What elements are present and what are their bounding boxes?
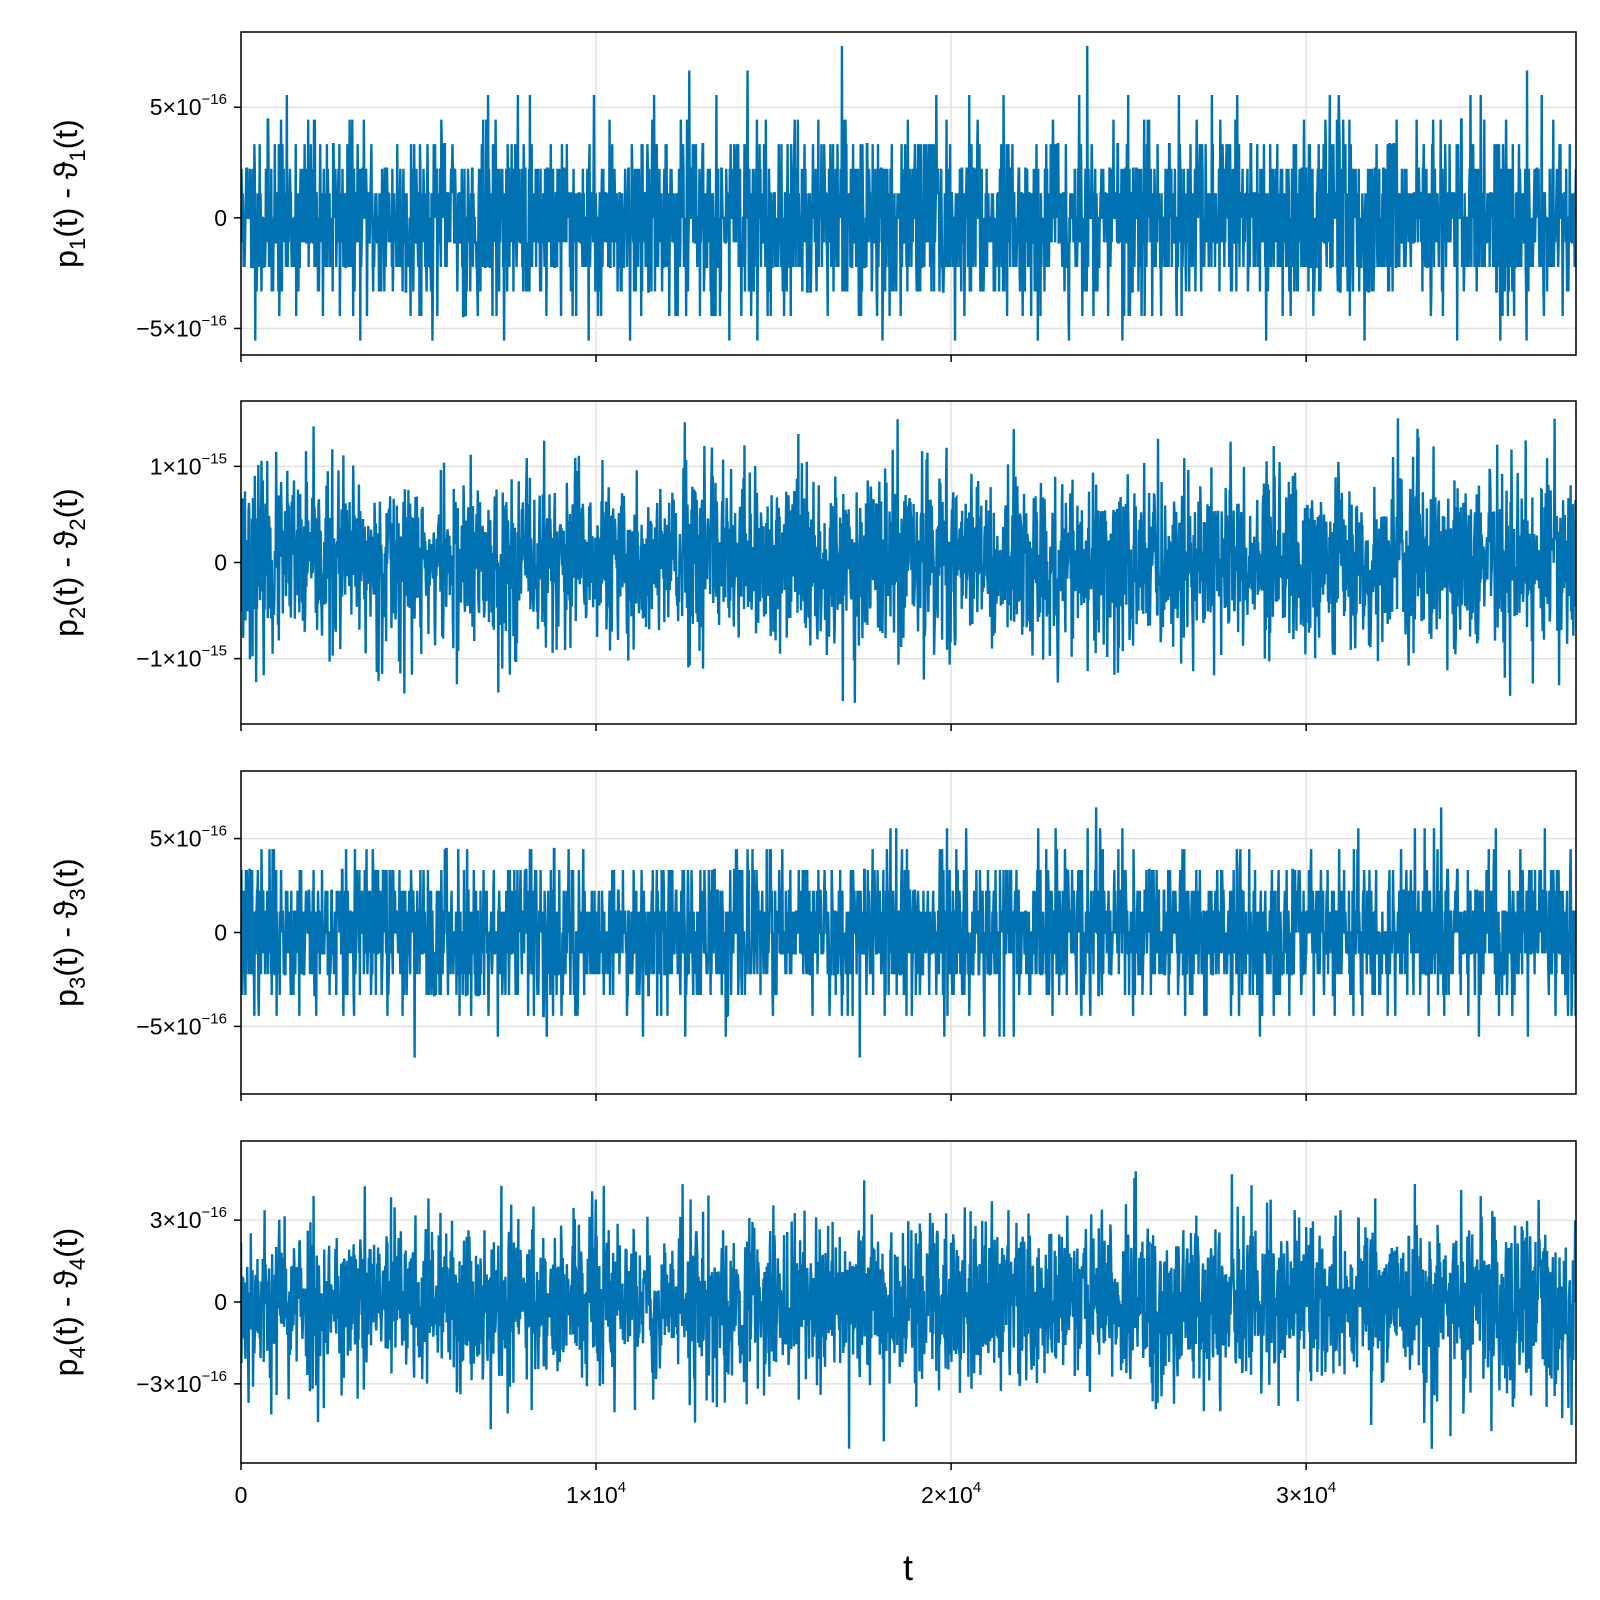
panel-3: 5×10−16 0 −5×10−16 p3(t) - ϑ3(t) bbox=[48, 770, 1577, 1101]
x-axis-label: t bbox=[903, 1547, 913, 1588]
y-tick-label: −1×10−15 bbox=[136, 643, 227, 672]
y-tick-label: 1×10−15 bbox=[150, 450, 227, 479]
y-tick-label: 5×10−16 bbox=[150, 91, 227, 120]
y-tick-label: 0 bbox=[214, 550, 227, 576]
y-axis-label-4: p4(t) - ϑ4(t) bbox=[48, 1228, 90, 1377]
series-line-1 bbox=[241, 45, 1576, 341]
y-tick-label: −3×10−16 bbox=[136, 1368, 227, 1397]
series-line-4 bbox=[241, 1171, 1576, 1449]
plot-frame-1 bbox=[240, 31, 1577, 356]
y-tick-label: −5×10−16 bbox=[136, 312, 227, 341]
x-tick-label: 0 bbox=[235, 1482, 248, 1508]
y-tick-label: 5×10−16 bbox=[150, 823, 227, 852]
y-tick-label: 3×10−16 bbox=[150, 1204, 227, 1233]
y-tick-label: 0 bbox=[214, 205, 227, 231]
x-tick-label: 3×104 bbox=[1276, 1479, 1336, 1508]
panel-1: 5×10−16 0 −5×10−16 p1(t) - ϑ1(t) bbox=[48, 31, 1577, 362]
x-axis: 0 1×104 2×104 3×104 bbox=[235, 1479, 1337, 1508]
panel-2: 1×10−15 0 −1×10−15 p2(t) - ϑ2(t) bbox=[48, 400, 1577, 731]
x-tick-label: 1×104 bbox=[566, 1479, 626, 1508]
y-tick-label: 0 bbox=[214, 920, 227, 946]
series-line-2 bbox=[241, 418, 1576, 703]
y-axis-label-2: p2(t) - ϑ2(t) bbox=[48, 488, 90, 637]
panel-4: 3×10−16 0 −3×10−16 p4(t) - ϑ4(t) bbox=[48, 1140, 1577, 1470]
series-line-3 bbox=[241, 807, 1576, 1058]
panels: 5×10−16 0 −5×10−16 p1(t) - ϑ1(t) 1×10−15 0 −1×… bbox=[48, 31, 1577, 1470]
y-tick-label: 0 bbox=[214, 1289, 227, 1315]
x-tick-label: 2×104 bbox=[921, 1479, 981, 1508]
y-tick-label: −5×10−16 bbox=[136, 1010, 227, 1039]
y-axis-label-1: p1(t) - ϑ1(t) bbox=[48, 119, 90, 268]
y-axis-label-3: p3(t) - ϑ3(t) bbox=[48, 858, 90, 1007]
